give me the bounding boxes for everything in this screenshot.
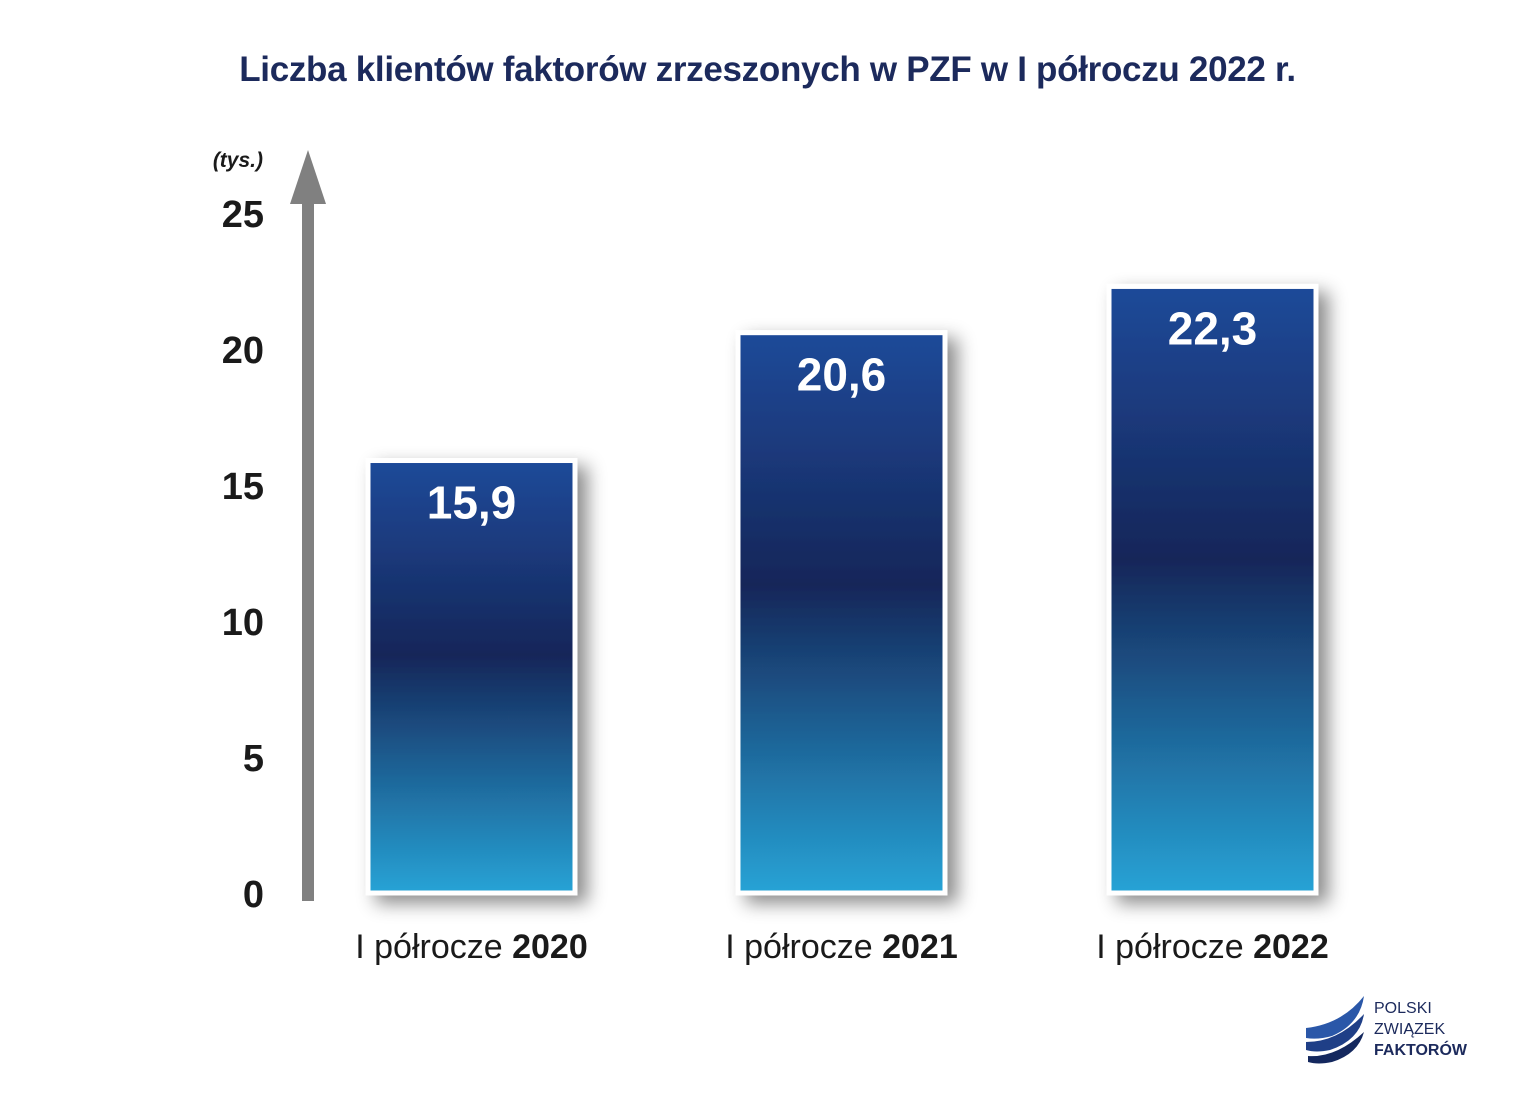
y-axis-arrowhead (290, 150, 326, 204)
y-tick-label: 5 (243, 738, 264, 780)
bar-value-label: 20,6 (797, 349, 887, 401)
bar-2020 (365, 458, 578, 896)
y-tick-label: 15 (222, 466, 264, 508)
logo-swoosh-icon (1306, 996, 1364, 1064)
logo-line-3: FAKTORÓW (1374, 1042, 1468, 1059)
logo-text: POLSKI ZWIĄZEK FAKTORÓW (1374, 998, 1467, 1061)
logo-line-2: ZWIĄZEK (1374, 1021, 1446, 1038)
x-category-label: I półrocze 2020 (355, 928, 588, 966)
bar-value-label: 22,3 (1168, 302, 1258, 354)
x-category-label: I półrocze 2022 (1096, 928, 1329, 966)
y-tick-label: 0 (243, 874, 264, 916)
y-tick-label: 20 (222, 330, 264, 372)
y-tick-label: 10 (222, 602, 264, 644)
x-category-label: I półrocze 2021 (725, 928, 958, 966)
y-axis-line (302, 198, 314, 901)
pzf-logo: POLSKI ZWIĄZEK FAKTORÓW (1302, 994, 1502, 1066)
y-tick-label: 25 (222, 194, 264, 236)
bar-2022 (1106, 283, 1319, 896)
logo-line-1: POLSKI (1374, 1000, 1432, 1017)
chart-title: Liczba klientów faktorów zrzeszonych w P… (239, 50, 1296, 89)
y-axis-unit-label: (tys.) (213, 149, 263, 172)
bar-value-label: 15,9 (427, 477, 517, 529)
bar-2021 (735, 330, 948, 896)
